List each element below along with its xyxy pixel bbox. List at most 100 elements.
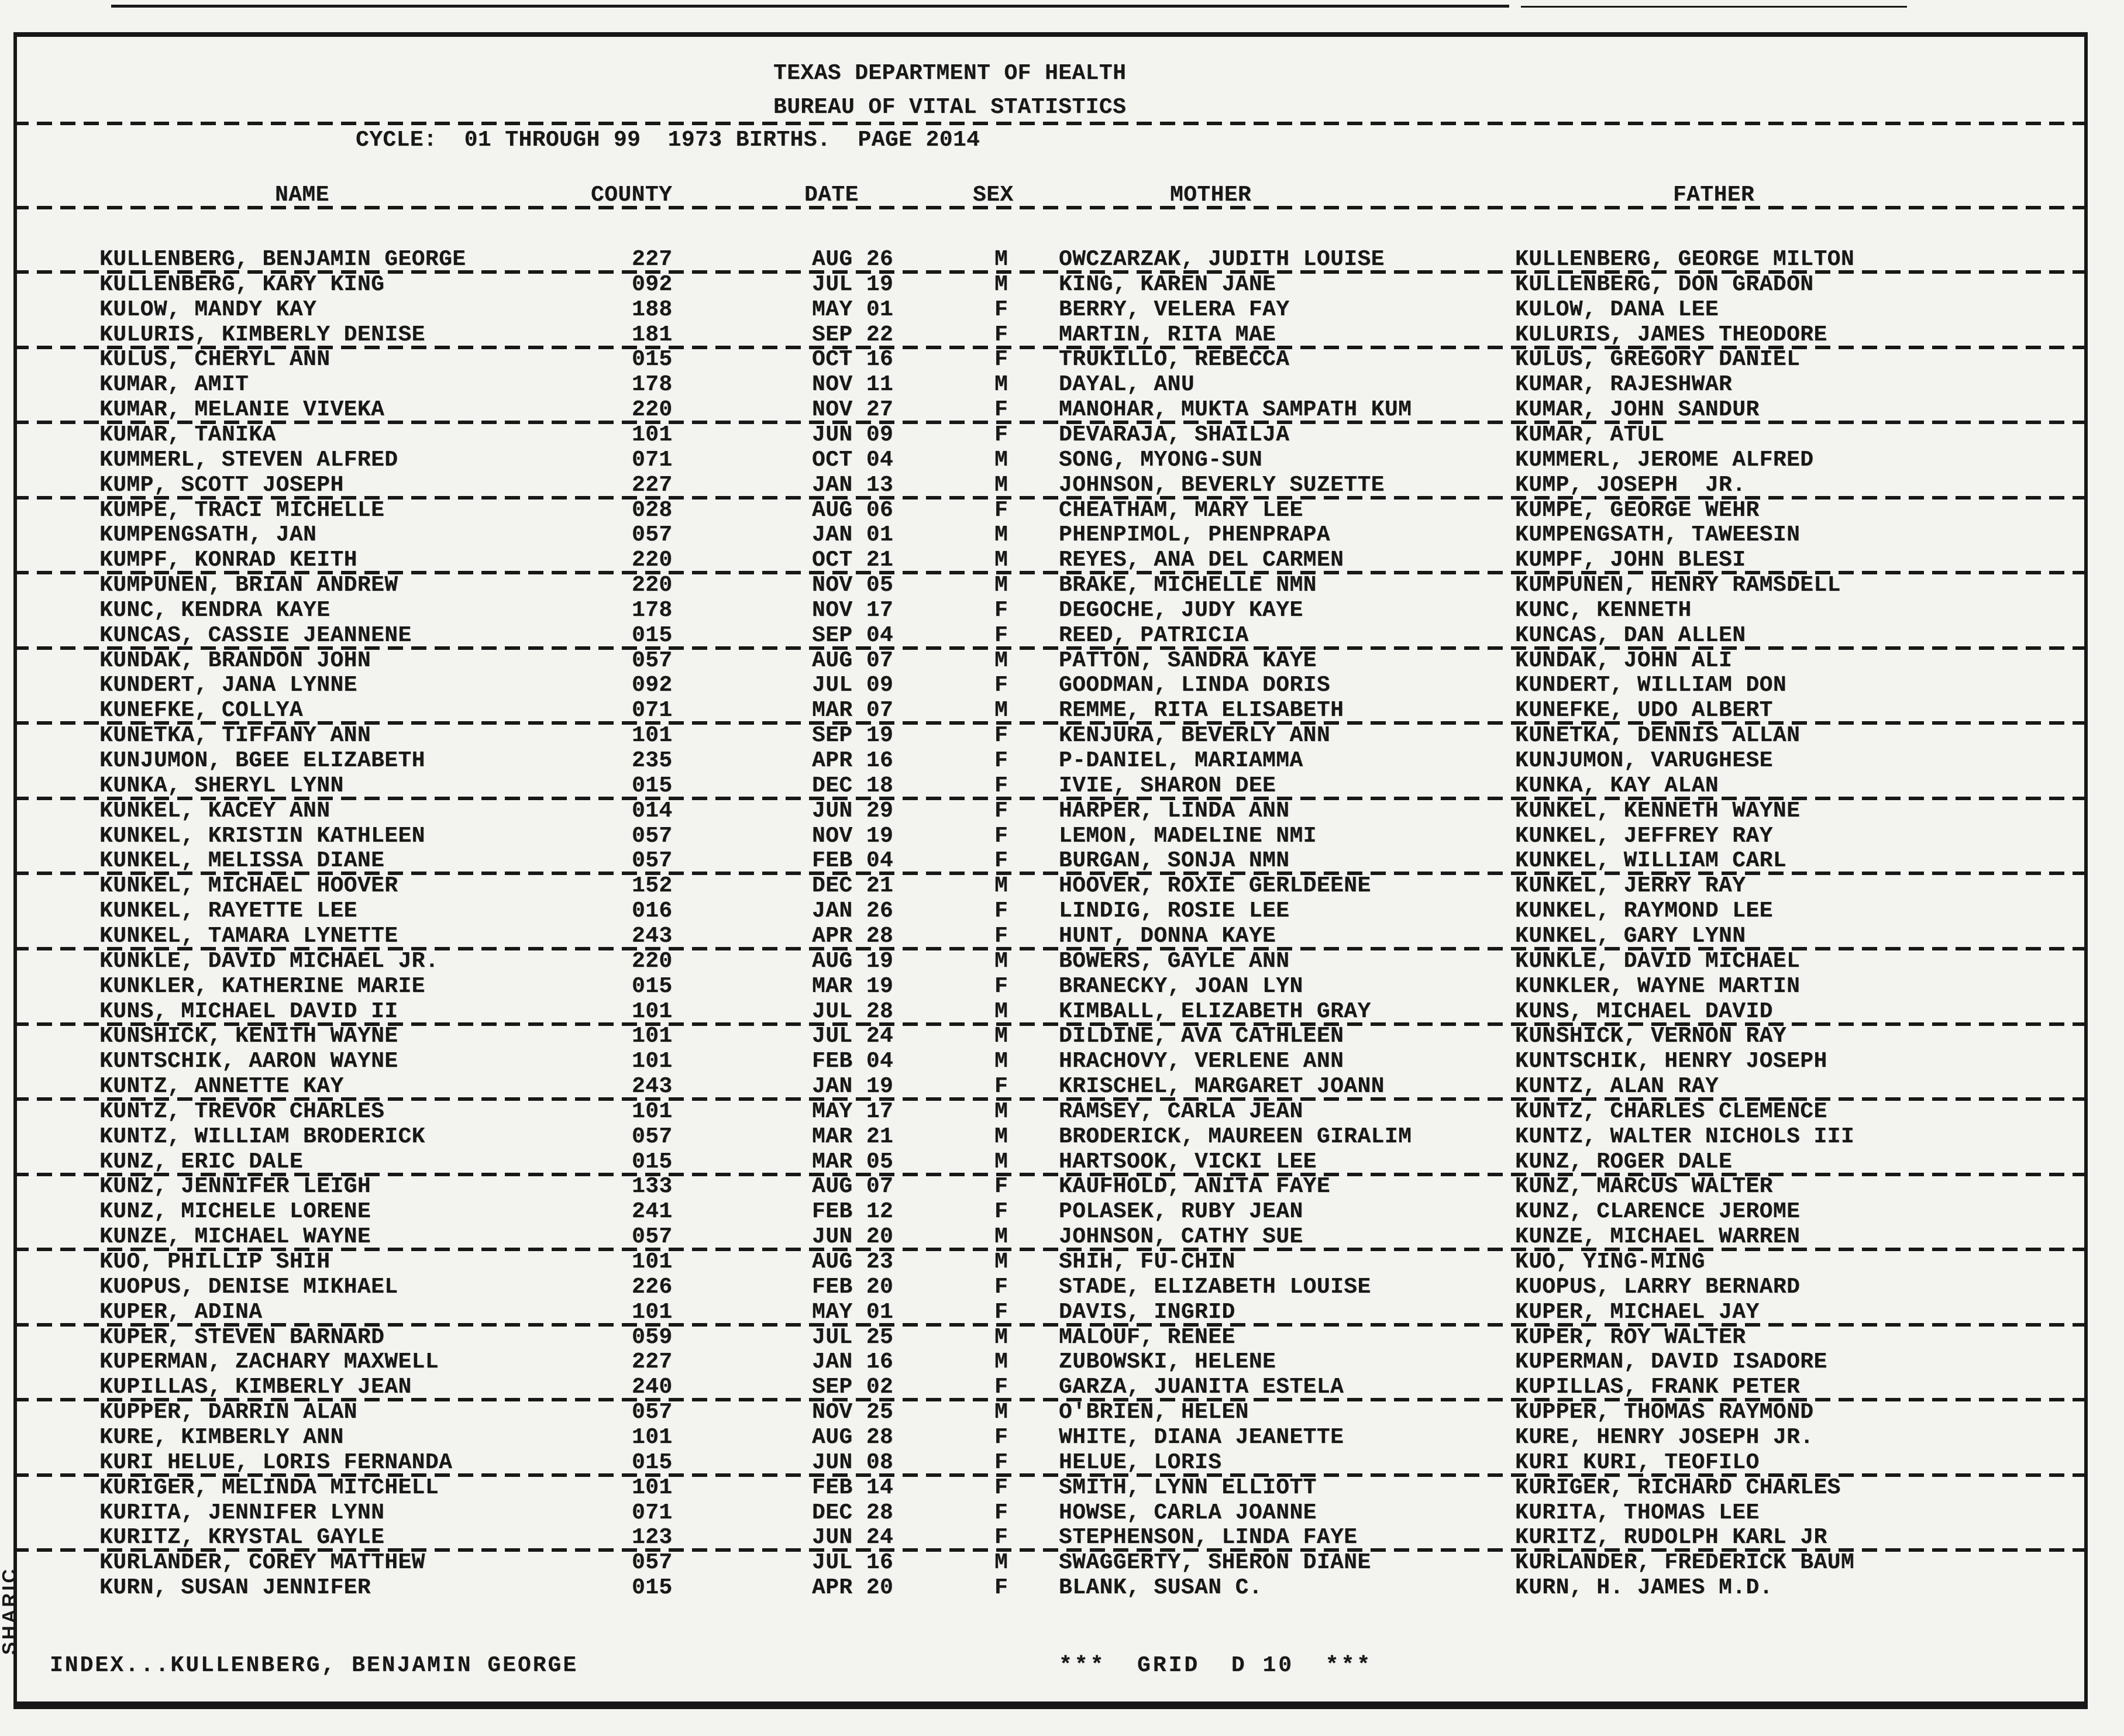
cell-name: KUMAR, TANIKA [99, 422, 276, 447]
table-row: KURE, KIMBERLY ANN 101 AUG 28 F WHITE, DIANA… [0, 1425, 2124, 1450]
table-row: KUNKEL, KRISTIN KATHLEEN 057 NOV 19 F LEMON,… [0, 824, 2124, 849]
cell-father: KUO, YING-MING [1515, 1249, 1705, 1275]
cell-name: KUNKEL, KRISTIN KATHLEEN [99, 823, 425, 849]
cell-mother: HARTSOOK, VICKI LEE [1059, 1149, 1317, 1174]
cell-mother: TRUKILLO, REBECCA [1059, 347, 1290, 373]
cell-date: OCT 21 [812, 547, 894, 573]
cell-father: KUMAR, ATUL [1515, 422, 1665, 447]
table-row: KUMPUNEN, BRIAN ANDREW 220 NOV 05 M BRAKE, M… [0, 573, 2124, 598]
row-separator-dashed-rule [13, 872, 2084, 876]
table-row: KUPER, ADINA 101 MAY 01 F DAVIS, INGRID KUPER… [0, 1300, 2124, 1325]
cell-mother: DAYAL, ANU [1059, 372, 1195, 398]
cell-date: JAN 26 [812, 898, 894, 924]
cell-father: KULURIS, JAMES THEODORE [1515, 322, 1827, 347]
cell-sex: F [994, 397, 1008, 423]
cell-date: DEC 18 [812, 773, 894, 798]
document-border [13, 32, 2088, 1709]
table-row: KURIGER, MELINDA MITCHELL 101 FEB 14 F SMITH… [0, 1475, 2124, 1500]
row-separator-dashed-rule [13, 721, 2084, 725]
cell-father: KUNS, MICHAEL DAVID [1515, 998, 1773, 1024]
cell-county: 014 [632, 798, 673, 824]
cell-county: 227 [632, 1349, 673, 1375]
cell-sex: F [994, 322, 1008, 347]
cell-mother: JOHNSON, CATHY SUE [1059, 1224, 1303, 1250]
table-row: KUNKEL, TAMARA LYNETTE 243 APR 28 F HUNT, DO… [0, 924, 2124, 949]
cell-sex: F [994, 1525, 1008, 1551]
cell-mother: KAUFHOLD, ANITA FAYE [1059, 1174, 1331, 1200]
cell-mother: HRACHOVY, VERLENE ANN [1059, 1049, 1344, 1074]
cell-name: KURN, SUSAN JENNIFER [99, 1575, 371, 1601]
cell-mother: SMITH, LYNN ELLIOTT [1059, 1475, 1317, 1500]
cell-father: KURITA, THOMAS LEE [1515, 1500, 1760, 1525]
cell-name: KUNTZ, WILLIAM BRODERICK [99, 1124, 425, 1149]
cell-date: APR 16 [812, 748, 894, 773]
cell-father: KUNCAS, DAN ALLEN [1515, 622, 1746, 648]
cell-county: 101 [632, 1424, 673, 1450]
cell-father: KUPER, MICHAEL JAY [1515, 1299, 1760, 1325]
cell-county: 016 [632, 898, 673, 924]
cell-sex: F [994, 923, 1008, 949]
cell-father: KUNKEL, WILLIAM CARL [1515, 848, 1787, 874]
table-row: KUMP, SCOTT JOSEPH 227 JAN 13 M JOHNSON, BEV… [0, 473, 2124, 498]
cell-date: JUL 25 [812, 1324, 894, 1350]
cell-name: KUO, PHILLIP SHIH [99, 1249, 331, 1275]
cell-sex: F [994, 1274, 1008, 1300]
cell-father: KULUS, GREGORY DANIEL [1515, 347, 1801, 373]
cell-county: 133 [632, 1174, 673, 1200]
cell-sex: F [994, 1475, 1008, 1500]
cell-sex: M [994, 472, 1008, 498]
cell-date: MAR 21 [812, 1124, 894, 1149]
cell-sex: M [994, 372, 1008, 398]
table-row: KULOW, MANDY KAY 188 MAY 01 F BERRY, VELERA … [0, 297, 2124, 322]
cell-name: KUNTSCHIK, AARON WAYNE [99, 1049, 398, 1074]
table-row: KUNEFKE, COLLYA 071 MAR 07 M REMME, RITA ELI… [0, 698, 2124, 723]
cell-county: 101 [632, 1024, 673, 1049]
table-row: KUNDERT, JANA LYNNE 092 JUL 09 F GOODMAN, LI… [0, 673, 2124, 698]
cell-mother: BRAKE, MICHELLE NMN [1059, 573, 1317, 598]
cell-sex: F [994, 422, 1008, 447]
cell-name: KUNZ, MICHELE LORENE [99, 1199, 371, 1225]
cell-sex: F [994, 748, 1008, 773]
cell-father: KUNZ, MARCUS WALTER [1515, 1174, 1773, 1200]
cell-mother: PATTON, SANDRA KAYE [1059, 647, 1317, 673]
cell-date: OCT 04 [812, 447, 894, 473]
cell-father: KUNZE, MICHAEL WARREN [1515, 1224, 1801, 1250]
cell-date: JUL 16 [812, 1550, 894, 1576]
cell-date: FEB 04 [812, 848, 894, 874]
table-row: KURITZ, KRYSTAL GAYLE 123 JUN 24 F STEPHENSO… [0, 1525, 2124, 1550]
cell-name: KUMAR, AMIT [99, 372, 249, 398]
cell-mother: BURGAN, SONJA NMN [1059, 848, 1290, 874]
cell-date: FEB 20 [812, 1274, 894, 1300]
cell-county: 028 [632, 497, 673, 523]
cell-county: 178 [632, 597, 673, 623]
cell-mother: SONG, MYONG-SUN [1059, 447, 1263, 473]
cell-sex: F [994, 1174, 1008, 1200]
cell-sex: M [994, 547, 1008, 573]
cell-father: KUPER, ROY WALTER [1515, 1324, 1746, 1350]
table-row: KUNKLE, DAVID MICHAEL JR. 220 AUG 19 M BOWER… [0, 949, 2124, 974]
cell-sex: M [994, 1249, 1008, 1275]
cell-name: KULUS, CHERYL ANN [99, 347, 331, 373]
cell-mother: KRISCHEL, MARGARET JOANN [1059, 1074, 1385, 1100]
cell-date: JUL 09 [812, 673, 894, 698]
cell-date: AUG 28 [812, 1424, 894, 1450]
cell-date: MAY 01 [812, 297, 894, 322]
cell-sex: F [994, 1299, 1008, 1325]
cell-father: KUNJUMON, VARUGHESE [1515, 748, 1773, 773]
cell-date: NOV 05 [812, 573, 894, 598]
cell-county: 015 [632, 622, 673, 648]
cell-father: KULLENBERG, GEORGE MILTON [1515, 247, 1855, 272]
cell-mother: DEVARAJA, SHAILJA [1059, 422, 1290, 447]
cell-name: KUMPF, KONRAD KEITH [99, 547, 357, 573]
cell-mother: WHITE, DIANA JEANETTE [1059, 1424, 1344, 1450]
column-header-sex: SEX [973, 182, 1014, 208]
cell-father: KUNZ, CLARENCE JEROME [1515, 1199, 1801, 1225]
cell-father: KULOW, DANA LEE [1515, 297, 1719, 322]
cell-county: 220 [632, 397, 673, 423]
cell-county: 241 [632, 1199, 673, 1225]
cell-county: 057 [632, 823, 673, 849]
cell-county: 220 [632, 948, 673, 974]
cell-mother: BRODERICK, MAUREEN GIRALIM [1059, 1124, 1412, 1149]
cell-sex: F [994, 1375, 1008, 1400]
